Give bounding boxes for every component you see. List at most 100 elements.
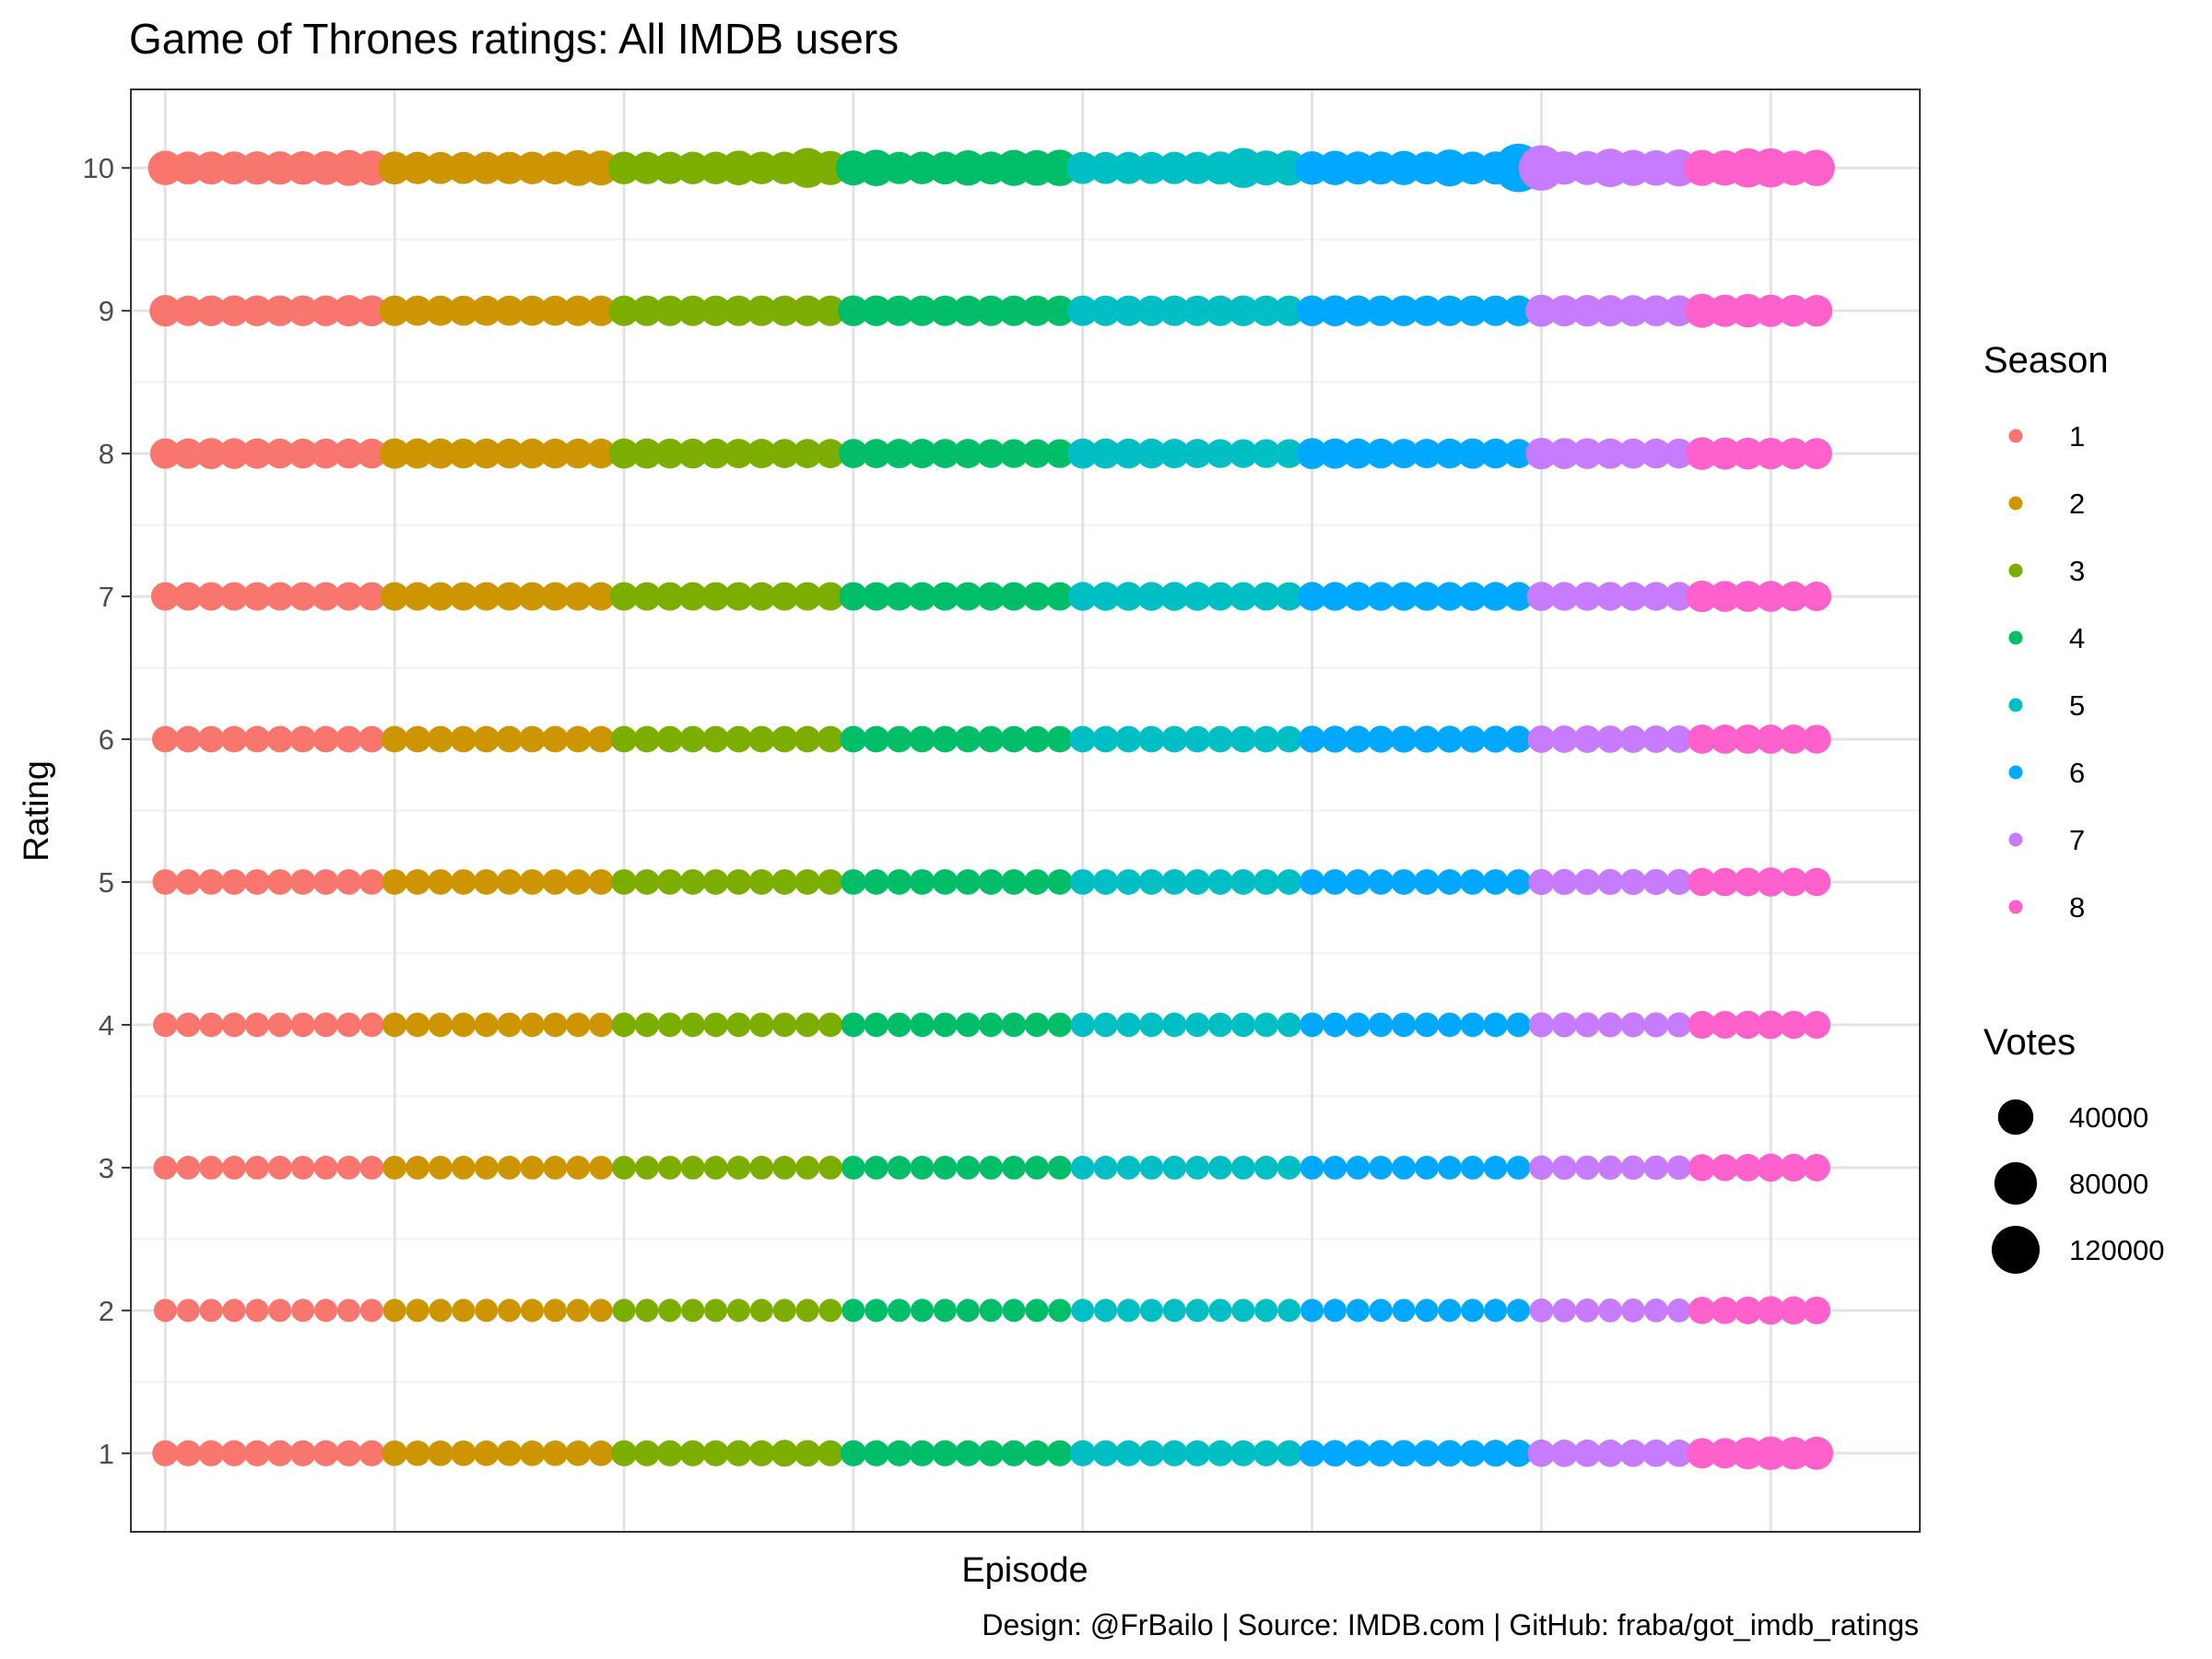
point-s1-e10-r3	[359, 1155, 384, 1180]
point-s4-e6-r5	[955, 869, 982, 895]
point-s6-e7-r5	[1437, 869, 1463, 895]
point-s4-e7-r6	[977, 725, 1005, 753]
point-s5-e3-r9	[1112, 295, 1145, 326]
point-s1-e9-r7	[334, 582, 363, 611]
point-s4-e10-r9	[1044, 295, 1076, 326]
point-s7-e4-r8	[1594, 438, 1626, 469]
point-s5-e6-r2	[1185, 1299, 1209, 1323]
point-s4-e1-r1	[840, 1440, 866, 1466]
point-s8-e1-r4	[1688, 1010, 1716, 1039]
point-s2-e1-r2	[382, 1299, 406, 1323]
point-s7-e1-r9	[1524, 294, 1558, 327]
point-s5-e7-r5	[1207, 869, 1233, 895]
point-s4-e7-r9	[975, 295, 1006, 326]
point-s8-e5-r6	[1779, 724, 1808, 754]
point-s3-e3-r8	[654, 438, 685, 469]
point-s5-e9-r2	[1254, 1299, 1278, 1323]
point-s1-e7-r2	[291, 1299, 315, 1323]
point-s2-e2-r3	[406, 1155, 429, 1180]
votes-legend-key-120000	[1992, 1226, 2040, 1274]
point-s4-e4-r8	[907, 439, 937, 469]
point-s3-e3-r7	[655, 582, 685, 611]
point-s1-e8-r8	[311, 438, 341, 469]
season-legend-label-1: 1	[2069, 420, 2085, 453]
point-s6-e9-r3	[1483, 1155, 1508, 1180]
point-s1-e2-r7	[173, 582, 203, 611]
point-s4-e6-r7	[953, 582, 982, 611]
point-s3-e4-r5	[679, 869, 706, 895]
point-s2-e2-r9	[402, 295, 433, 326]
point-s4-e7-r7	[976, 582, 1006, 611]
point-s3-e5-r4	[703, 1012, 728, 1038]
point-s3-e9-r3	[795, 1155, 820, 1180]
point-s7-e5-r5	[1619, 868, 1647, 896]
point-s5-e3-r5	[1115, 869, 1142, 895]
votes-legend-label-120000: 120000	[2069, 1234, 2164, 1266]
point-s8-e3-r2	[1734, 1296, 1762, 1324]
point-s5-e7-r2	[1208, 1299, 1232, 1323]
point-s2-e2-r8	[402, 438, 433, 469]
point-s6-e3-r1	[1344, 1440, 1371, 1467]
point-s5-e3-r7	[1113, 582, 1144, 611]
point-s5-e7-r9	[1205, 295, 1236, 326]
point-s7-e3-r1	[1573, 1439, 1602, 1467]
point-s7-e1-r7	[1526, 582, 1557, 611]
point-s2-e2-r5	[405, 869, 430, 895]
point-s8-e3-r1	[1731, 1437, 1764, 1470]
point-s1-e7-r8	[288, 438, 318, 469]
point-s6-e10-r3	[1506, 1155, 1531, 1180]
point-s3-e9-r5	[794, 869, 820, 895]
y-tick-label: 7	[99, 581, 114, 613]
point-s2-e1-r4	[382, 1012, 407, 1038]
point-s5-e9-r6	[1253, 725, 1280, 753]
point-s4-e4-r9	[906, 295, 938, 326]
point-s1-e8-r6	[312, 725, 339, 753]
point-s5-e8-r4	[1230, 1012, 1256, 1038]
point-s8-e1-r6	[1687, 724, 1717, 754]
point-s4-e2-r5	[863, 869, 889, 895]
point-s4-e3-r5	[886, 869, 912, 895]
point-s1-e1-r7	[150, 582, 180, 611]
point-s5-e2-r6	[1092, 725, 1119, 753]
point-s5-e1-r4	[1070, 1012, 1095, 1038]
point-s2-e10-r2	[589, 1299, 613, 1323]
point-s3-e1-r3	[612, 1155, 636, 1180]
point-s7-e1-r1	[1527, 1439, 1556, 1467]
point-s5-e9-r8	[1252, 439, 1281, 468]
point-s5-e9-r9	[1251, 295, 1282, 326]
point-s1-e4-r5	[221, 869, 247, 895]
point-s8-e4-r4	[1756, 1010, 1785, 1040]
point-s4-e3-r3	[887, 1155, 912, 1180]
point-s1-e9-r8	[334, 438, 364, 469]
point-s4-e2-r8	[861, 439, 891, 468]
point-s5-e5-r5	[1161, 869, 1188, 895]
point-s5-e6-r8	[1182, 439, 1212, 468]
point-s5-e8-r1	[1230, 1440, 1257, 1466]
point-s3-e9-r2	[795, 1299, 819, 1323]
point-s6-e7-r1	[1436, 1440, 1464, 1467]
season-legend-label-5: 5	[2069, 689, 2085, 722]
point-s4-e3-r8	[884, 439, 914, 469]
point-s4-e6-r8	[953, 439, 983, 468]
point-s5-e10-r6	[1276, 725, 1303, 753]
point-s1-e6-r4	[267, 1012, 293, 1038]
point-s5-e5-r9	[1159, 295, 1190, 326]
point-s1-e5-r2	[245, 1299, 269, 1323]
point-s2-e10-r3	[589, 1155, 614, 1180]
point-s6-e3-r4	[1346, 1012, 1371, 1038]
season-legend-key-4	[2008, 630, 2023, 645]
point-s4-e3-r7	[885, 582, 914, 611]
point-s2-e4-r9	[448, 295, 479, 326]
y-tick-label: 9	[99, 295, 114, 327]
point-s5-e6-r6	[1183, 725, 1211, 753]
point-s2-e2-r7	[403, 582, 432, 611]
point-s6-e6-r5	[1414, 869, 1440, 895]
point-s5-e2-r3	[1093, 1155, 1118, 1180]
point-s3-e8-r6	[771, 725, 798, 753]
point-s6-e3-r6	[1344, 725, 1371, 753]
point-s6-e9-r9	[1480, 295, 1512, 326]
point-s8-e5-r9	[1777, 294, 1810, 327]
point-s3-e1-r6	[610, 725, 638, 753]
point-s6-e1-r1	[1299, 1440, 1325, 1467]
point-s8-e2-r2	[1711, 1296, 1739, 1324]
